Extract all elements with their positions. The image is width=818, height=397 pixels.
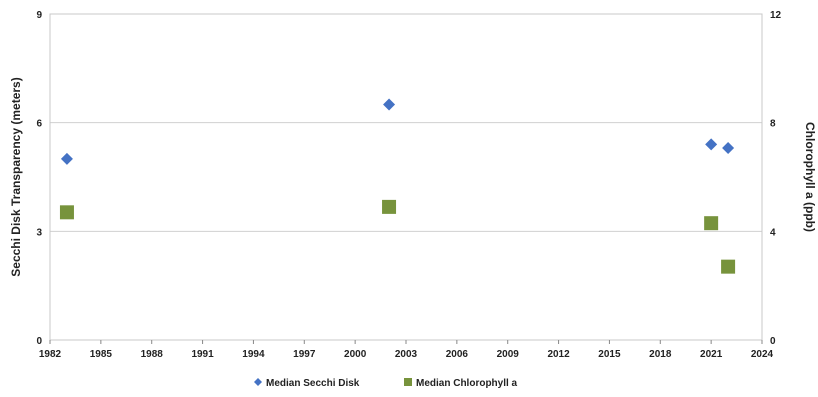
- y-tick-label: 0: [36, 336, 42, 347]
- legend-square-icon: [404, 378, 412, 386]
- chlorophyll-a-point: [59, 205, 74, 220]
- y-tick-label: 6: [36, 119, 42, 130]
- y-axis-ticks: 0 3 6 9: [36, 10, 42, 347]
- plot-area-frame: [49, 13, 763, 341]
- x-tick-label: 2006: [446, 349, 469, 360]
- y2-tick-label: 0: [770, 336, 776, 347]
- y2-tick-label: 8: [770, 119, 776, 130]
- chlorophyll-a-point: [382, 199, 397, 214]
- legend: Median Secchi Disk Median Chlorophyll a: [254, 378, 518, 389]
- x-tick-label: 2015: [598, 349, 621, 360]
- x-tick-label: 1985: [90, 349, 113, 360]
- y2-tick-label: 4: [770, 227, 776, 238]
- legend-label: Median Chlorophyll a: [416, 378, 518, 389]
- y-axis-label: Secchi Disk Transparency (meters): [9, 77, 23, 276]
- y-tick-label: 9: [36, 10, 42, 21]
- secchi-disk-point: [60, 152, 73, 165]
- x-tick-label: 2003: [395, 349, 418, 360]
- x-tick-label: 1997: [293, 349, 316, 360]
- secchi-disk-point: [705, 138, 718, 151]
- x-tick-label: 2009: [497, 349, 520, 360]
- y2-axis-label: Chlorophyll a (ppb): [803, 122, 817, 232]
- x-tick-label: 2024: [751, 349, 774, 360]
- x-tick-label: 1982: [39, 349, 62, 360]
- x-tick-label: 1991: [191, 349, 214, 360]
- legend-diamond-icon: [254, 378, 262, 386]
- legend-label: Median Secchi Disk: [266, 378, 360, 389]
- x-tick-label: 2000: [344, 349, 367, 360]
- y-tick-label: 3: [36, 227, 42, 238]
- x-tick-label: 1988: [141, 349, 164, 360]
- x-tick-label: 1994: [242, 349, 265, 360]
- x-tick-label: 2021: [700, 349, 723, 360]
- x-axis-ticks: 1982 1985 1988 1991 1994 1997 2000 2003 2006 2009…: [39, 340, 774, 360]
- x-tick-label: 2018: [649, 349, 672, 360]
- data-marks: [59, 98, 736, 274]
- y2-tick-label: 12: [770, 10, 782, 21]
- y2-axis-ticks: 0 4 8 12: [770, 10, 782, 347]
- chlorophyll-a-point: [704, 216, 719, 231]
- chlorophyll-a-point: [721, 259, 736, 274]
- x-tick-label: 2012: [547, 349, 570, 360]
- secchi-disk-point: [383, 98, 396, 111]
- secchi-disk-point: [722, 142, 735, 155]
- gridlines: [50, 13, 762, 341]
